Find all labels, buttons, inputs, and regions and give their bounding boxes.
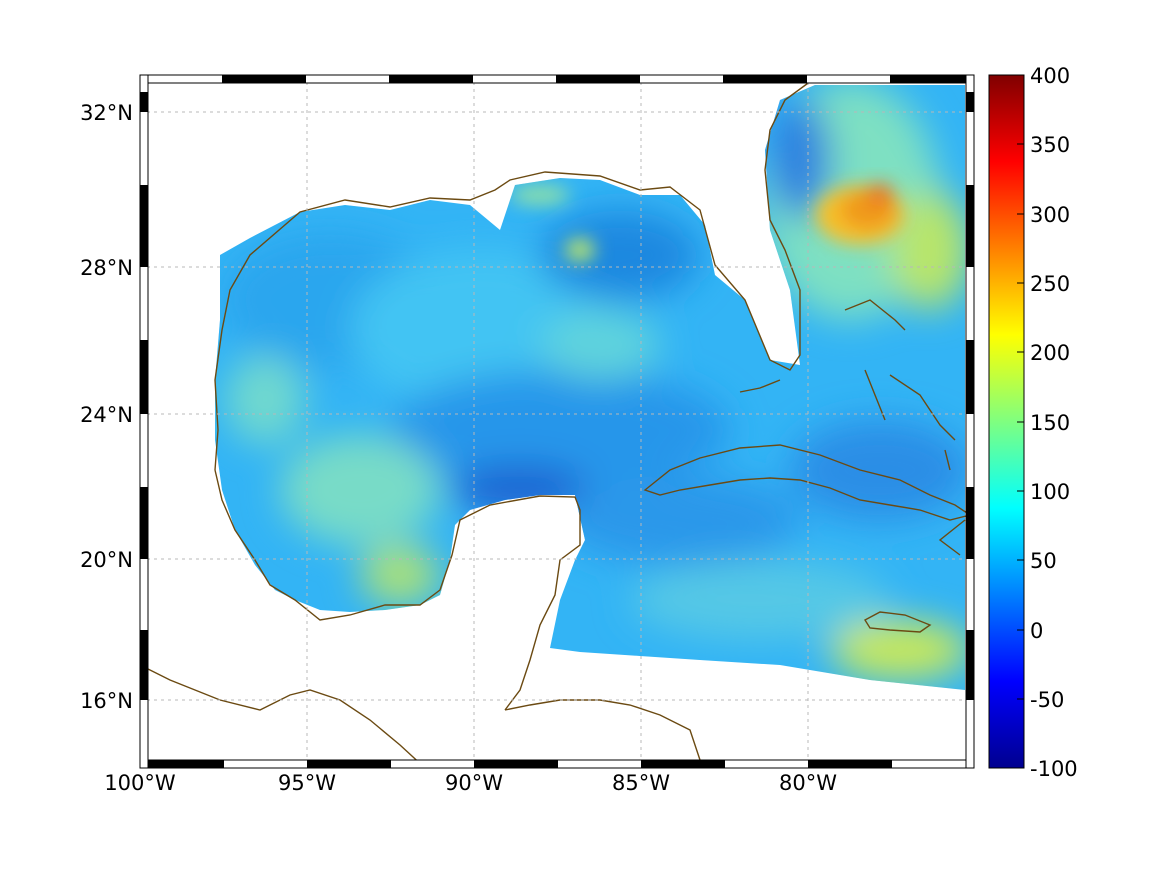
lat-tick: 24°N xyxy=(80,403,133,427)
colorbar-tick: -100 xyxy=(1030,757,1078,781)
colorbar-tick: 350 xyxy=(1030,133,1070,157)
colorbar-tick: 100 xyxy=(1030,480,1070,504)
lat-tick: 16°N xyxy=(80,689,133,713)
data-field xyxy=(215,85,965,690)
colorbar-tick: 0 xyxy=(1030,619,1043,643)
colorbar-tick: -50 xyxy=(1030,688,1064,712)
lat-tick: 20°N xyxy=(80,548,133,572)
lon-tick: 85°W xyxy=(612,771,670,795)
lon-tick: 90°W xyxy=(445,771,503,795)
lon-tick: 80°W xyxy=(779,771,837,795)
lon-tick: 100°W xyxy=(104,771,176,795)
colorbar-tick: 150 xyxy=(1030,411,1070,435)
longitude-ticks: 100°W 95°W 90°W 85°W 80°W xyxy=(104,771,837,795)
lat-tick: 28°N xyxy=(80,256,133,280)
lat-tick: 32°N xyxy=(80,101,133,125)
colorbar-tick: 50 xyxy=(1030,549,1057,573)
latitude-ticks: 32°N 28°N 24°N 20°N 16°N xyxy=(80,101,133,713)
coastlines xyxy=(139,77,972,769)
colorbar: 400 350 300 250 200 150 100 50 0 -50 -10… xyxy=(988,64,1078,781)
lon-tick: 95°W xyxy=(278,771,336,795)
colorbar-tick: 250 xyxy=(1030,272,1070,296)
grid-lines xyxy=(147,82,966,761)
colorbar-tick: 300 xyxy=(1030,203,1070,227)
colorbar-tick: 400 xyxy=(1030,64,1070,88)
map-frame xyxy=(139,74,975,769)
colorbar-tick: 200 xyxy=(1030,341,1070,365)
